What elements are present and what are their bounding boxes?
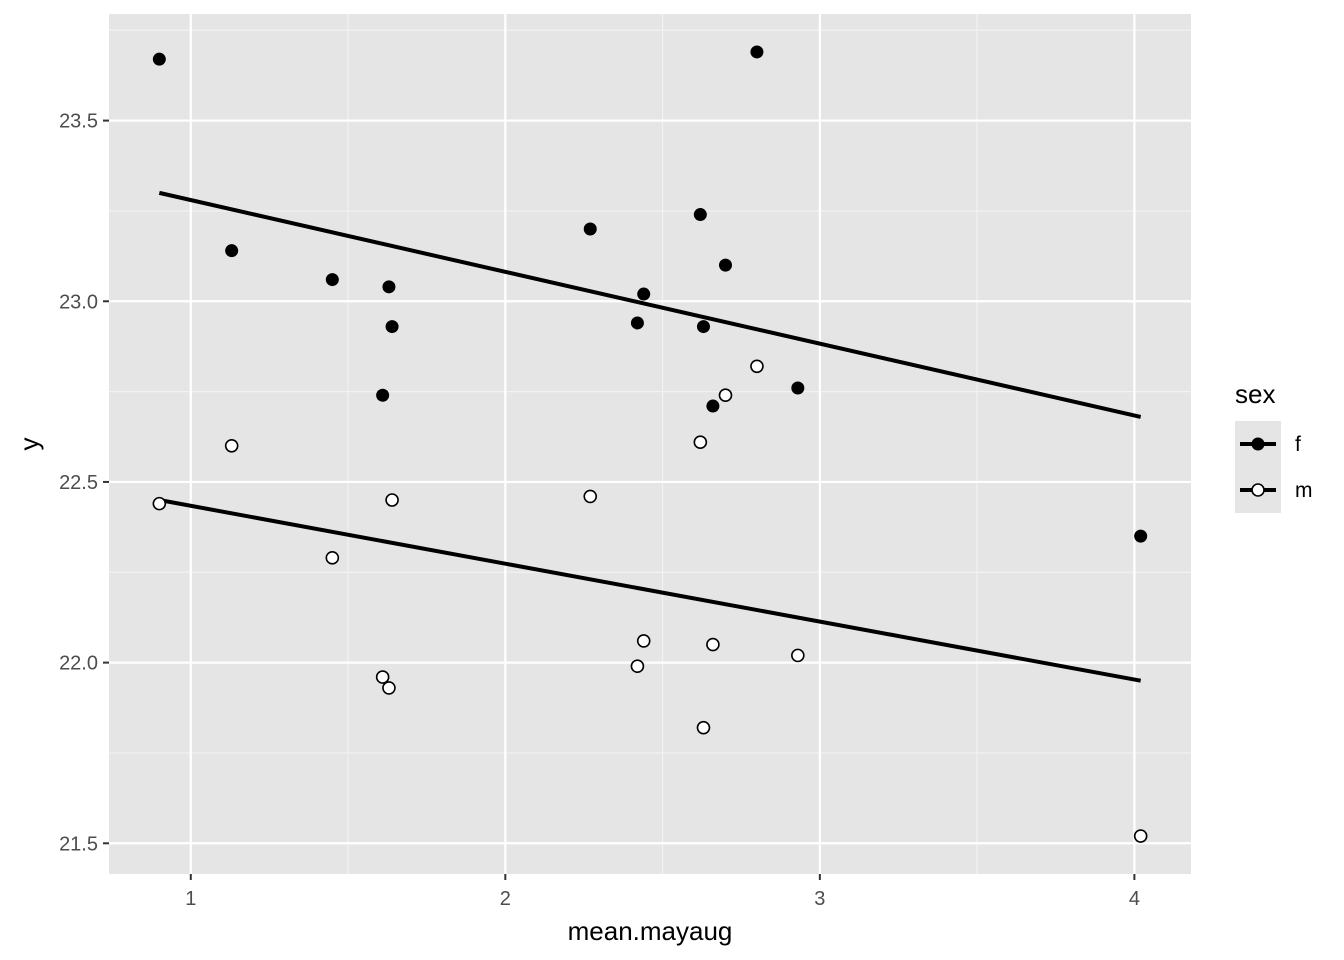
data-point-f bbox=[637, 287, 651, 301]
data-point-f bbox=[630, 316, 644, 330]
legend-title: sex bbox=[1235, 379, 1275, 409]
data-point-m bbox=[791, 648, 805, 663]
x-tick-label: 4 bbox=[1129, 888, 1140, 910]
x-axis: 1 2 3 4 bbox=[185, 874, 1140, 910]
data-point-f bbox=[382, 280, 396, 294]
y-tick-label: 23.5 bbox=[59, 111, 98, 133]
data-point-f bbox=[583, 222, 597, 236]
data-point-m bbox=[630, 659, 645, 674]
data-point-m bbox=[696, 720, 711, 735]
data-point-m bbox=[224, 439, 239, 453]
data-point-m bbox=[375, 670, 390, 684]
legend-key-m-marker bbox=[1251, 483, 1265, 497]
data-point-f bbox=[791, 381, 805, 395]
data-point-m bbox=[325, 551, 340, 565]
data-point-m bbox=[382, 681, 396, 695]
data-point-f bbox=[706, 399, 720, 413]
data-point-f bbox=[1134, 529, 1148, 543]
y-tick-label: 21.5 bbox=[59, 833, 98, 855]
y-axis: 21.5 22.0 22.5 23.0 23.5 bbox=[59, 111, 109, 855]
fit-lines bbox=[158, 190, 1142, 683]
data-point-f bbox=[693, 208, 707, 222]
y-axis-title: y bbox=[14, 438, 44, 451]
legend-key-f-marker bbox=[1251, 437, 1265, 451]
plot-panel bbox=[109, 14, 1191, 874]
data-point-f bbox=[385, 320, 399, 334]
data-point-f bbox=[225, 244, 239, 258]
grid-major bbox=[109, 14, 1191, 874]
data-point-m bbox=[636, 634, 651, 648]
data-point-m bbox=[385, 493, 399, 507]
data-point-f bbox=[696, 320, 710, 334]
data-point-m bbox=[750, 359, 764, 374]
data-points bbox=[152, 45, 1148, 843]
data-point-m bbox=[718, 388, 733, 403]
data-point-f bbox=[376, 388, 390, 402]
legend-label-f: f bbox=[1295, 433, 1301, 456]
y-tick-label: 22.5 bbox=[59, 472, 98, 494]
x-tick-label: 3 bbox=[814, 888, 825, 910]
fit-line-f bbox=[158, 190, 1142, 419]
data-point-f bbox=[152, 52, 166, 66]
y-tick-label: 22.0 bbox=[59, 653, 98, 675]
data-point-f bbox=[325, 273, 339, 287]
x-tick-label: 1 bbox=[185, 888, 196, 910]
data-point-m bbox=[1133, 829, 1148, 843]
data-point-f bbox=[750, 45, 764, 59]
data-point-m bbox=[583, 489, 598, 504]
data-point-f bbox=[718, 258, 732, 272]
data-point-m bbox=[706, 637, 720, 652]
legend: sex f m bbox=[1235, 379, 1313, 513]
x-axis-title: mean.mayaug bbox=[568, 916, 733, 946]
x-tick-label: 2 bbox=[500, 888, 511, 910]
grid-minor bbox=[109, 14, 1191, 874]
data-point-m bbox=[152, 496, 167, 511]
data-point-m bbox=[693, 435, 708, 449]
legend-label-m: m bbox=[1295, 479, 1313, 502]
fit-line-m bbox=[158, 498, 1142, 683]
y-tick-label: 23.0 bbox=[59, 291, 98, 313]
